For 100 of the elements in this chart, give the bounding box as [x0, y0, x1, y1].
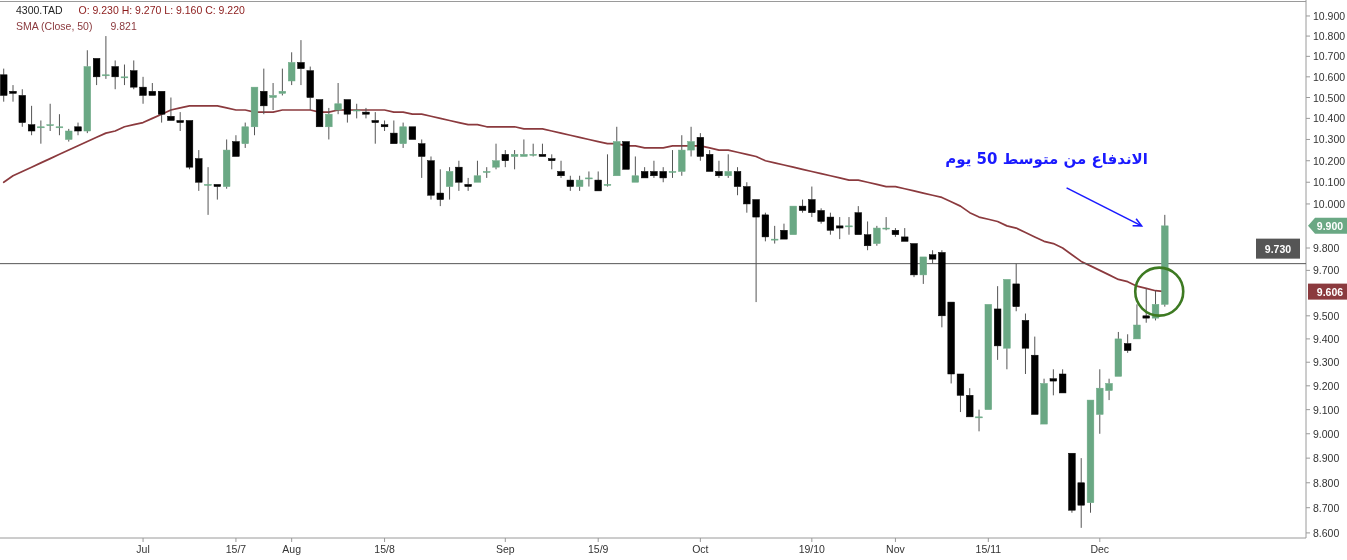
candlestick — [55, 113, 64, 136]
candlestick — [845, 216, 853, 236]
candlestick — [548, 153, 556, 170]
candlestick — [891, 227, 900, 238]
candlestick — [362, 107, 370, 119]
y-tick-label: 10.300 — [1313, 133, 1346, 146]
x-tick-label: 15/9 — [587, 543, 609, 555]
annotation: O: 9.230 H: 9.270 L: 9.160 C: 9.220 — [78, 4, 246, 16]
candlestick — [120, 64, 129, 86]
candlestick — [46, 103, 54, 132]
candlestick — [492, 143, 500, 170]
y-tick-label: 10.600 — [1313, 70, 1346, 83]
candlestick — [250, 86, 259, 136]
candlestick — [37, 119, 45, 145]
candlestick — [83, 49, 91, 134]
y-tick-label: 10.700 — [1313, 50, 1346, 63]
y-tick-label: 10.800 — [1313, 30, 1346, 43]
y-tick-label: 8.900 — [1313, 452, 1340, 465]
y-tick-label: 10.000 — [1313, 197, 1346, 210]
candlestick — [418, 138, 426, 179]
candlestick — [631, 155, 639, 183]
candlestick — [1133, 303, 1141, 340]
candlestick — [102, 35, 110, 80]
candlestick — [399, 122, 407, 149]
y-tick-label: 10.400 — [1313, 112, 1346, 125]
candlestick — [93, 58, 101, 86]
x-tick-label: 15/11 — [975, 543, 1002, 555]
candlestick — [27, 105, 36, 136]
candlestick — [390, 119, 398, 144]
text: 9.606 — [1316, 285, 1344, 298]
candlestick — [780, 223, 788, 240]
y-tick-label: 9.200 — [1313, 379, 1340, 392]
candlestick — [1142, 287, 1150, 324]
candlestick — [464, 177, 472, 192]
candlestick — [538, 143, 547, 157]
candlestick — [473, 160, 482, 183]
candlestick — [966, 387, 974, 418]
candlestick — [1040, 378, 1048, 425]
candlestick — [195, 149, 203, 192]
candlestick — [325, 107, 333, 140]
y-tick-label: 9.100 — [1313, 403, 1340, 416]
candlestick — [724, 153, 732, 179]
y-tick-label: 9.800 — [1313, 242, 1340, 255]
candlestick — [380, 119, 389, 132]
x-tick-label: 15/7 — [225, 543, 247, 555]
candlestick — [455, 160, 463, 192]
candlestick — [158, 91, 166, 124]
candlestick — [18, 88, 26, 128]
ref-line-label: 9.730 — [1264, 242, 1292, 255]
y-tick-label: 10.900 — [1313, 9, 1346, 22]
candlestick — [111, 59, 119, 90]
candlestick — [501, 149, 509, 168]
candlestick — [288, 51, 296, 86]
annotation: الاندفاع من متوسط 50 يوم — [945, 149, 1148, 168]
candlestick — [613, 126, 621, 177]
y-tick-label: 8.800 — [1313, 476, 1340, 489]
y-tick-label: 8.700 — [1313, 501, 1340, 514]
x-tick-label: 15/8 — [374, 543, 395, 555]
candlestick — [269, 82, 277, 111]
y-tick-label: 10.200 — [1313, 154, 1346, 167]
candlestick — [1049, 368, 1057, 396]
candlestick — [836, 216, 844, 240]
candlestick — [232, 134, 240, 157]
y-tick-label: 9.300 — [1313, 356, 1340, 369]
y-tick-label: 9.700 — [1313, 264, 1340, 277]
chart-title: 4300.TAD — [16, 4, 63, 16]
y-tick-label: 10.100 — [1313, 176, 1346, 189]
candlestick — [1031, 336, 1039, 415]
x-tick-label: Oct — [692, 543, 709, 555]
candlestick — [334, 82, 342, 115]
candlestick — [74, 122, 82, 136]
candlestick — [223, 138, 231, 190]
x-tick-label: Dec — [1090, 543, 1110, 555]
candlestick — [297, 39, 305, 86]
y-tick-label: 9.000 — [1313, 427, 1340, 440]
y-tick-label: 10.500 — [1313, 91, 1346, 104]
y-tick-label: 9.500 — [1313, 309, 1340, 322]
candlestick — [1086, 399, 1095, 514]
candlestick — [863, 220, 872, 251]
y-tick-label: 9.400 — [1313, 332, 1340, 345]
candlestick — [1021, 313, 1030, 375]
text: SMA (Close, 50) — [16, 20, 93, 32]
candlestick — [994, 285, 1002, 361]
candlestick — [204, 166, 212, 216]
candlestick — [445, 166, 454, 201]
candlestick — [603, 153, 612, 188]
x-tick-label: Jul — [136, 543, 150, 555]
y-tick-label: 8.600 — [1313, 526, 1340, 539]
candlestick — [343, 99, 351, 124]
candlestick — [371, 111, 379, 145]
text: 9.900 — [1316, 219, 1344, 232]
candlestick — [278, 68, 286, 96]
x-tick-label: Aug — [282, 543, 302, 555]
candlestick — [260, 68, 268, 115]
candlestick — [1124, 333, 1132, 354]
x-tick-label: Nov — [886, 543, 906, 555]
candlestick — [557, 160, 565, 179]
x-tick-label: 19/10 — [798, 543, 826, 555]
annotation: 9.821 — [110, 20, 137, 32]
candlestick — [975, 409, 983, 432]
